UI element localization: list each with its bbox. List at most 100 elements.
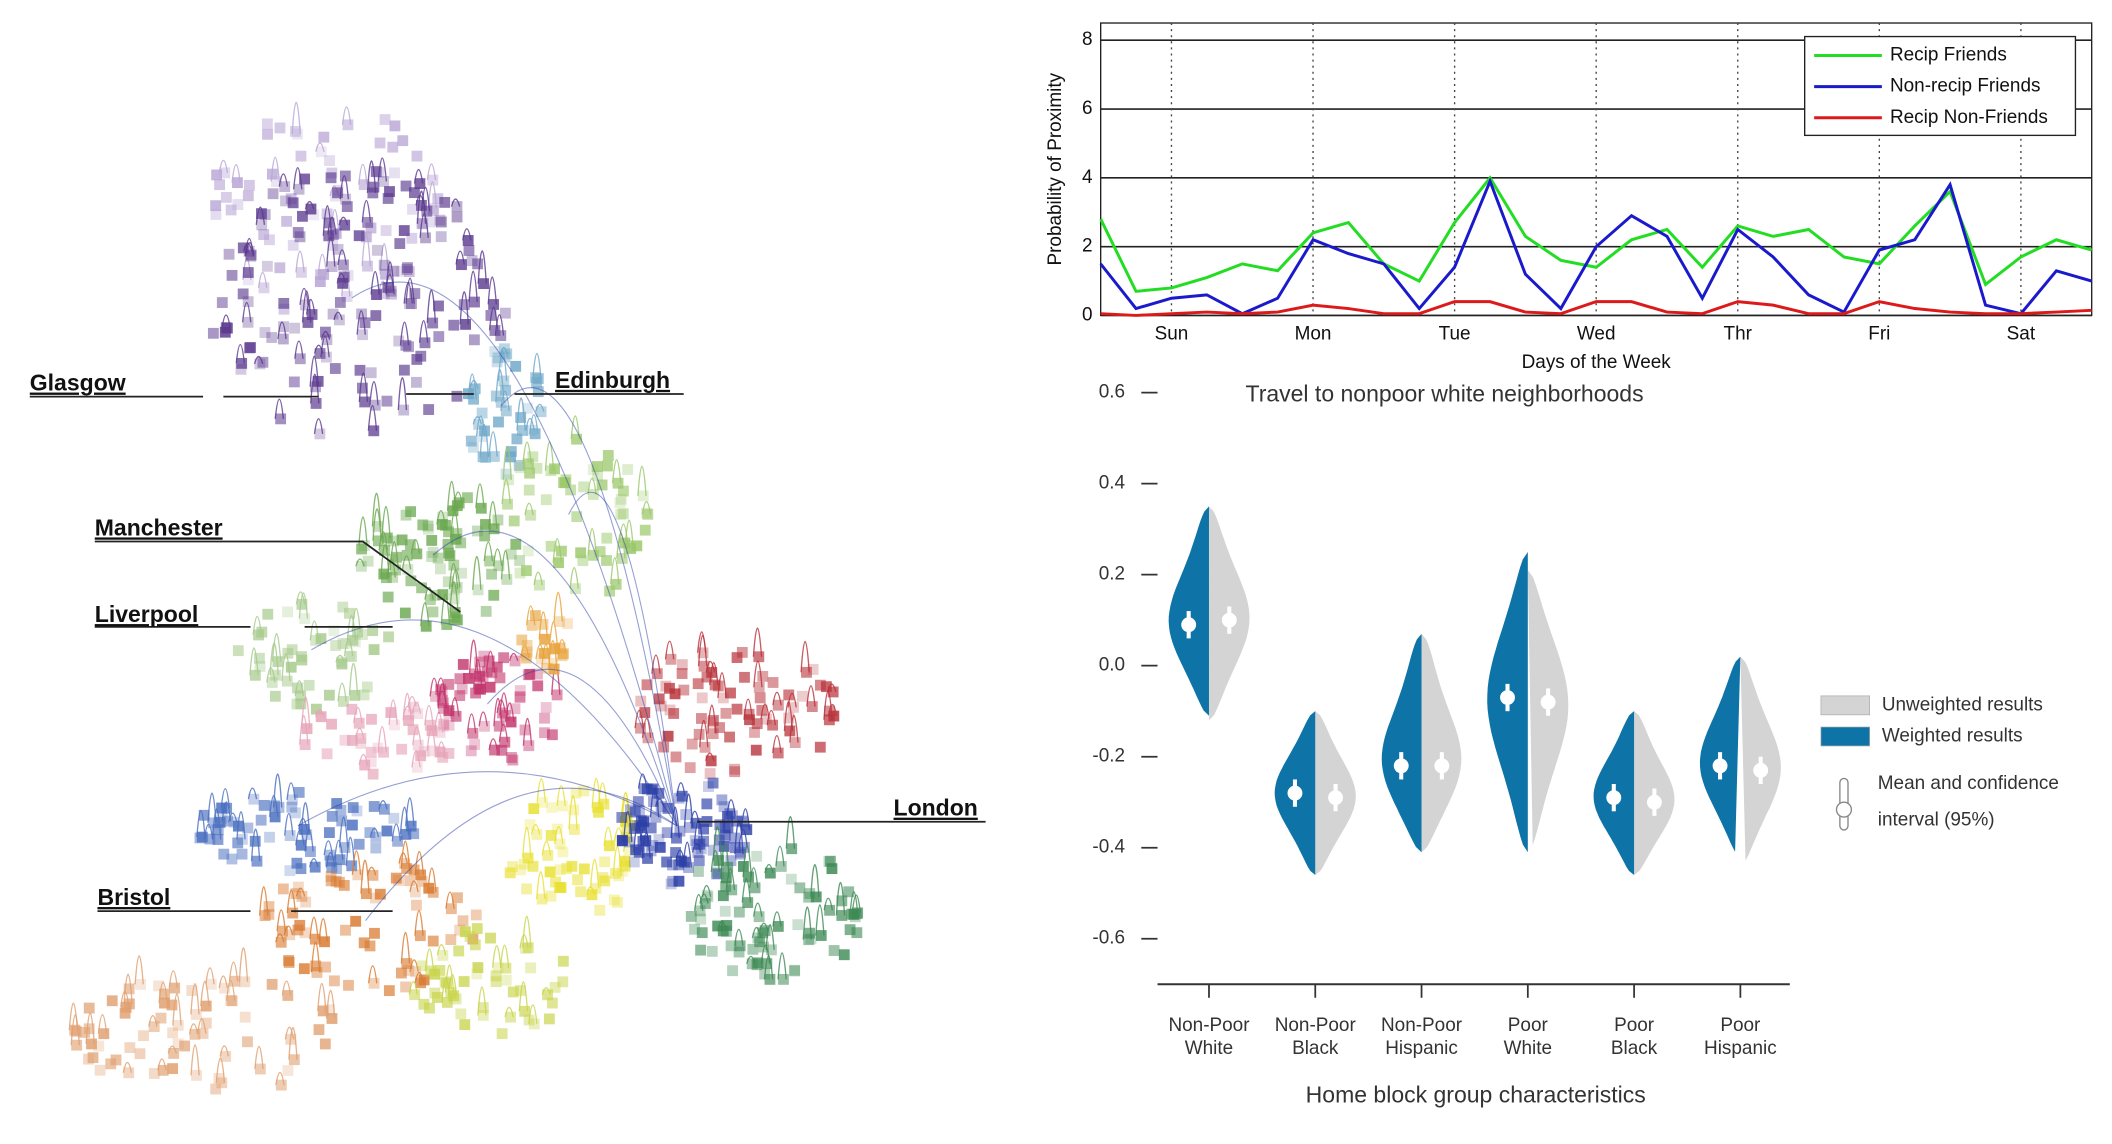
map-tile	[443, 678, 455, 690]
map-tile	[387, 572, 399, 583]
map-tile	[390, 872, 402, 884]
map-tile	[378, 803, 390, 815]
map-tile	[788, 701, 799, 713]
map-tile	[575, 886, 587, 898]
map-spike	[815, 904, 825, 936]
map-tile	[337, 601, 349, 613]
series-line	[1099, 175, 2093, 293]
map-spike	[247, 787, 258, 800]
map-tile	[292, 881, 304, 893]
map-tile	[514, 462, 526, 474]
map-spike	[496, 699, 506, 714]
map-spike	[269, 642, 279, 676]
map-tile	[522, 669, 534, 681]
map-tile	[325, 855, 337, 867]
series-line	[1100, 300, 2092, 317]
map-tile	[437, 589, 449, 601]
map-tile	[414, 178, 426, 189]
map-tile	[421, 205, 433, 217]
map-tile	[368, 425, 380, 437]
map-spike	[624, 539, 635, 549]
map-tile	[505, 1011, 516, 1023]
map-tile	[357, 382, 368, 394]
map-tile	[365, 367, 377, 379]
y-tick-label: -0.2	[1092, 746, 1125, 767]
map-tile	[602, 460, 613, 472]
map-spike	[783, 700, 794, 731]
map-tile	[326, 1013, 338, 1024]
map-tile	[354, 364, 366, 376]
map-tile	[415, 869, 427, 881]
map-tile	[426, 535, 438, 546]
map-tile	[383, 631, 394, 643]
map-tile	[523, 484, 535, 496]
map-tile	[434, 214, 446, 226]
map-spike	[777, 952, 787, 980]
map-tile	[539, 633, 551, 645]
map-tile	[298, 963, 310, 975]
map-spike	[241, 301, 252, 323]
map-spike	[218, 159, 229, 173]
map-tile	[641, 679, 653, 691]
legend-label: Unweighted results	[1882, 694, 2043, 715]
map-tile	[538, 647, 550, 659]
map-tile	[554, 864, 566, 876]
map-tile	[594, 904, 606, 916]
map-tile	[635, 815, 647, 827]
map-tile	[411, 761, 423, 773]
map-tile	[385, 288, 397, 300]
map-tile	[664, 704, 676, 716]
map-tile	[223, 248, 235, 260]
map-tile	[416, 960, 428, 972]
map-tile	[695, 913, 707, 925]
map-spike	[301, 290, 312, 323]
map-tile	[562, 618, 573, 629]
map-tile	[310, 960, 322, 972]
map-spike	[436, 741, 447, 758]
map-spike	[309, 355, 319, 387]
map-spike	[188, 1023, 199, 1035]
map-tile	[587, 489, 599, 500]
map-tile	[243, 179, 255, 191]
map-spike	[802, 906, 813, 940]
map-spike	[641, 717, 652, 738]
map-tile	[277, 925, 288, 937]
map-spike	[570, 415, 580, 440]
map-tile	[427, 745, 439, 757]
map-tile	[794, 882, 806, 894]
map-tile	[242, 274, 254, 286]
map-tile	[635, 722, 646, 734]
map-tile	[379, 114, 391, 125]
map-tile	[281, 675, 293, 687]
map-tile	[549, 463, 560, 475]
map-tile	[475, 502, 487, 514]
map-tile	[418, 998, 430, 1010]
map-tile	[804, 888, 816, 899]
map-tile	[391, 551, 402, 563]
map-spike	[682, 841, 692, 868]
map-tile	[282, 1065, 294, 1076]
x-tick-label: Fri	[1868, 323, 1890, 344]
map-spike	[190, 1044, 200, 1076]
line-chart: 0 2 4 6 8 Sun Mon Tue Wed Thr Fri Sat Probability of…	[1045, 22, 2093, 373]
map-tile	[296, 890, 308, 902]
map-tile	[340, 924, 351, 936]
map-tile	[590, 882, 602, 894]
map-tile	[284, 929, 296, 941]
map-tile	[537, 618, 549, 630]
city-label: Bristol	[97, 884, 170, 910]
map-tile	[134, 1048, 146, 1060]
map-tile	[648, 796, 659, 807]
map-spike	[358, 163, 368, 185]
map-tile	[324, 1004, 335, 1016]
map-tile	[280, 195, 291, 207]
map-tile	[326, 861, 338, 873]
map-spike	[231, 164, 241, 183]
map-tile	[639, 707, 651, 718]
map-tile	[251, 855, 263, 867]
map-tile	[596, 479, 608, 491]
map-tile	[521, 639, 533, 651]
map-tile	[597, 872, 609, 883]
mean-dot	[1540, 694, 1556, 710]
map-tile	[639, 524, 651, 536]
